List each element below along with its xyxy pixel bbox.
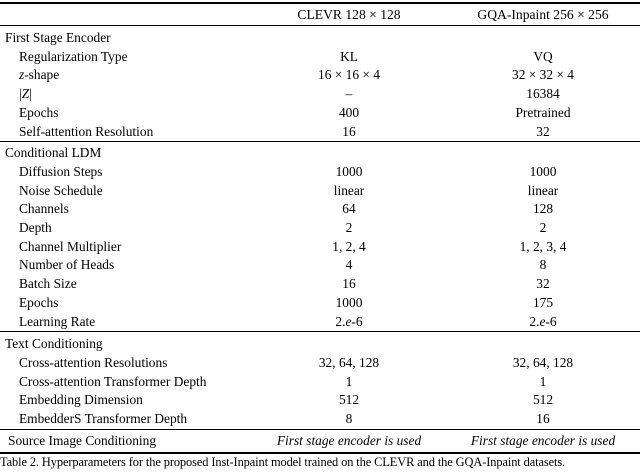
- table-row: Epochs 1000 175: [0, 294, 640, 313]
- row-value-gqa: 32: [536, 276, 550, 292]
- row-value-gqa: Pretrained: [515, 104, 571, 120]
- row-value-clevr: 1000: [335, 294, 363, 310]
- row-label: Regularization Type: [19, 48, 128, 64]
- row-value-gqa: 1: [539, 373, 547, 389]
- table-section: First Stage Encoder Regularization Type KL…: [0, 26, 640, 141]
- source-image-conditioning-row: Source Image Conditioning First stage en…: [0, 430, 640, 453]
- row-value-clevr: 400: [338, 104, 360, 120]
- table-row: Batch Size 16 32: [0, 275, 640, 294]
- row-value-clevr: 512: [338, 392, 360, 408]
- row-value-gqa: 128: [532, 201, 554, 217]
- table-row: Cross-attention Resolutions 32, 64, 128 32…: [0, 354, 640, 373]
- row-label: EmbedderS Transformer Depth: [19, 411, 188, 427]
- row-label: Depth: [19, 220, 52, 236]
- row-label: Channels: [19, 201, 69, 217]
- section-divider-rule: [0, 141, 640, 143]
- row-value-clevr: First stage encoder is used: [276, 432, 422, 448]
- row-value-clevr: 16: [342, 276, 356, 292]
- row-label: Diffusion Steps: [19, 163, 103, 179]
- row-label: Number of Heads: [19, 257, 115, 273]
- row-label: |Z|: [19, 86, 32, 102]
- table-section: Conditional LDM Diffusion Steps 1000 1000 No…: [0, 142, 640, 331]
- table-row: Depth 2 2: [0, 219, 640, 238]
- row-value-gqa: VQ: [533, 48, 553, 64]
- row-value-gqa: 2: [539, 220, 547, 236]
- row-value-clevr: 1000: [335, 163, 363, 179]
- table-row: Channels 64 128: [0, 200, 640, 219]
- table-row: Epochs 400 Pretrained: [0, 104, 640, 123]
- row-value-gqa: 2.e-6: [529, 313, 557, 329]
- row-value-gqa: 1, 2, 3, 4: [519, 238, 567, 254]
- row-label: Epochs: [19, 294, 59, 310]
- section-title: Conditional LDM: [5, 145, 102, 161]
- row-value-clevr: 32, 64, 128: [318, 354, 380, 370]
- row-label: Self-attention Resolution: [19, 123, 154, 139]
- row-value-clevr: 1: [345, 373, 353, 389]
- row-value-gqa: 8: [539, 257, 547, 273]
- row-value-clevr: 16 × 16 × 4: [318, 67, 380, 83]
- column-header-gqa-inpaint: GQA-Inpaint 256 × 256: [477, 7, 609, 22]
- table-row: Number of Heads 4 8: [0, 256, 640, 275]
- table-row: EmbedderS Transformer Depth 8 16: [0, 410, 640, 429]
- table-row: Regularization Type KL VQ: [0, 48, 640, 67]
- row-value-clevr: KL: [340, 48, 358, 64]
- row-value-gqa: 512: [532, 392, 554, 408]
- table-caption: Table 2. Hyperparameters for the propose…: [0, 455, 566, 470]
- header-rule: [0, 25, 640, 26]
- row-value-clevr: 2: [345, 220, 353, 236]
- row-label: Batch Size: [19, 276, 77, 292]
- row-label: z-shape: [19, 67, 60, 83]
- row-value-gqa: 32: [536, 123, 550, 139]
- row-value-gqa: 175: [532, 294, 554, 310]
- section-title-row: Conditional LDM: [0, 144, 640, 163]
- row-value-gqa: 32 × 32 × 4: [512, 67, 574, 83]
- header-spacer: [0, 4, 252, 25]
- row-value-clevr: 4: [345, 257, 353, 273]
- section-title: First Stage Encoder: [5, 30, 111, 45]
- table-header-row: CLEVR 128 × 128 GQA-Inpaint 256 × 256: [0, 4, 640, 25]
- section-title-row: First Stage Encoder: [0, 29, 640, 48]
- pre-footer-rule: [0, 428, 640, 430]
- row-value-clevr: 16: [342, 123, 356, 139]
- row-label: Embedding Dimension: [19, 392, 143, 408]
- table-bottom-rule: [0, 452, 640, 455]
- table-row: Self-attention Resolution 16 32: [0, 123, 640, 142]
- row-value-clevr: 8: [345, 411, 353, 427]
- section-title: Text Conditioning: [5, 336, 103, 352]
- table-row: Noise Schedule linear linear: [0, 182, 640, 201]
- row-value-gqa: 16384: [526, 86, 560, 102]
- row-label: Cross-attention Resolutions: [19, 354, 168, 370]
- table-row: Diffusion Steps 1000 1000: [0, 163, 640, 182]
- row-value-gqa: 16: [536, 411, 550, 427]
- table-row: Channel Multiplier 1, 2, 4 1, 2, 3, 4: [0, 238, 640, 257]
- row-value-clevr: 1, 2, 4: [332, 238, 366, 254]
- table-row: |Z| – 16384: [0, 85, 640, 104]
- row-value-clevr: linear: [333, 182, 365, 198]
- table-row: Cross-attention Transformer Depth 1 1: [0, 373, 640, 392]
- row-value-gqa: linear: [527, 182, 559, 198]
- row-label: Noise Schedule: [19, 182, 103, 198]
- row-label: Epochs: [19, 104, 59, 120]
- table-sections: First Stage Encoder Regularization Type KL…: [0, 26, 640, 429]
- row-value-clevr: 2.e-6: [335, 313, 363, 329]
- table-section: Text Conditioning Cross-attention Resolut…: [0, 332, 640, 429]
- column-header-clevr: CLEVR 128 × 128: [297, 7, 401, 22]
- table-row: Embedding Dimension 512 512: [0, 391, 640, 410]
- table-top-rule: [0, 2, 640, 4]
- row-label: Source Image Conditioning: [8, 432, 157, 448]
- section-divider-rule: [0, 331, 640, 333]
- section-title-row: Text Conditioning: [0, 335, 640, 354]
- row-value-gqa: 32, 64, 128: [512, 354, 574, 370]
- row-value-gqa: First stage encoder is used: [470, 432, 616, 448]
- row-value-gqa: 1000: [529, 163, 557, 179]
- row-label: Cross-attention Transformer Depth: [19, 373, 207, 389]
- table-row: Learning Rate 2.e-6 2.e-6: [0, 313, 640, 332]
- row-value-clevr: 64: [342, 201, 356, 217]
- row-value-clevr: –: [345, 86, 353, 102]
- table-row: z-shape 16 × 16 × 4 32 × 32 × 4: [0, 66, 640, 85]
- row-label: Channel Multiplier: [19, 238, 122, 254]
- row-label: Learning Rate: [19, 313, 96, 329]
